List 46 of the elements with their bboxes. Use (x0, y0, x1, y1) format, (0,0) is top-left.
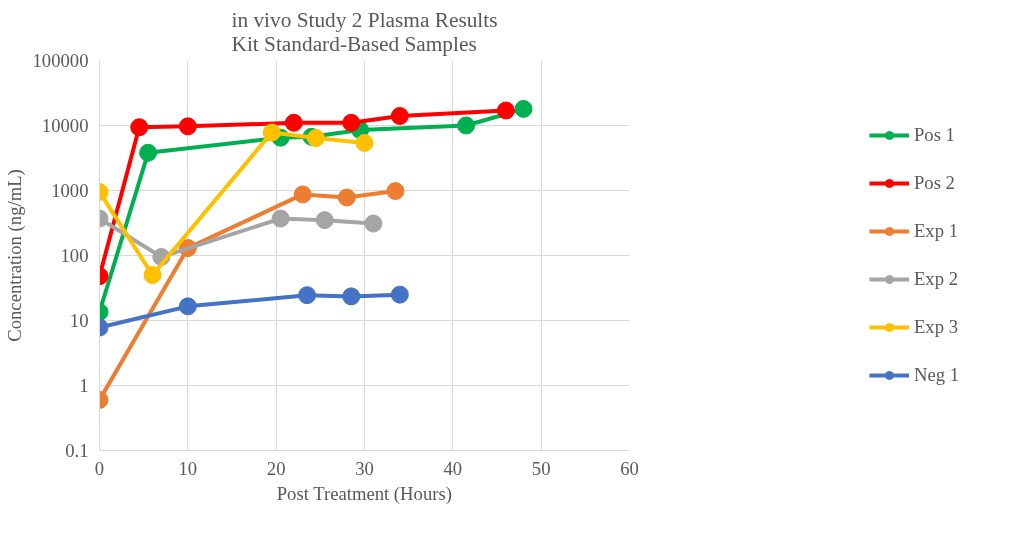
point (496, 101, 515, 120)
point (337, 188, 356, 207)
legend-label: Neg 1 (913, 364, 960, 386)
x-tick-label: 60 (620, 457, 639, 479)
point (315, 211, 334, 230)
point (306, 129, 325, 148)
point (143, 266, 162, 285)
point (139, 143, 158, 162)
x-tick-label: 50 (531, 457, 551, 479)
legend-label: Pos 2 (913, 172, 955, 194)
y-tick-label: 1 (79, 375, 89, 396)
point (271, 209, 290, 228)
point (178, 117, 197, 136)
y-tick-label: 10000 (41, 115, 89, 136)
point (178, 297, 197, 316)
x-tick-label: 0 (94, 457, 105, 479)
point (457, 116, 476, 135)
x-tick-label: 30 (355, 457, 374, 479)
point (390, 285, 409, 304)
point (355, 133, 374, 152)
legend-label: Exp 1 (913, 220, 959, 242)
y-axis-title: Concentration (ng/mL) (3, 169, 26, 342)
y-tick-label: 100 (60, 245, 89, 266)
legend-label: Exp 2 (913, 268, 959, 290)
point (342, 113, 361, 132)
chart-title: in vivo Study 2 Plasma Results Kit Standard-Based Samples (231, 7, 498, 56)
y-tick-label: 100000 (32, 50, 89, 71)
point (514, 99, 533, 118)
point (293, 185, 312, 204)
point (130, 118, 149, 137)
point (262, 123, 281, 142)
point (364, 214, 383, 233)
x-tick-label: 20 (266, 457, 286, 479)
point (390, 107, 409, 125)
x-tick-label: 10 (178, 457, 198, 479)
legend-label: Pos 1 (913, 124, 955, 146)
legend-label: Exp 3 (913, 316, 959, 338)
y-tick-label: 1000 (51, 180, 89, 201)
x-tick-label: 40 (443, 457, 463, 479)
point (386, 182, 405, 201)
y-tick-label: 10 (69, 310, 89, 331)
point (284, 113, 303, 132)
x-axis-title: Post Treatment (Hours) (276, 482, 452, 505)
point (342, 287, 361, 306)
y-tick-label: 0.1 (65, 440, 89, 461)
point (298, 286, 317, 305)
